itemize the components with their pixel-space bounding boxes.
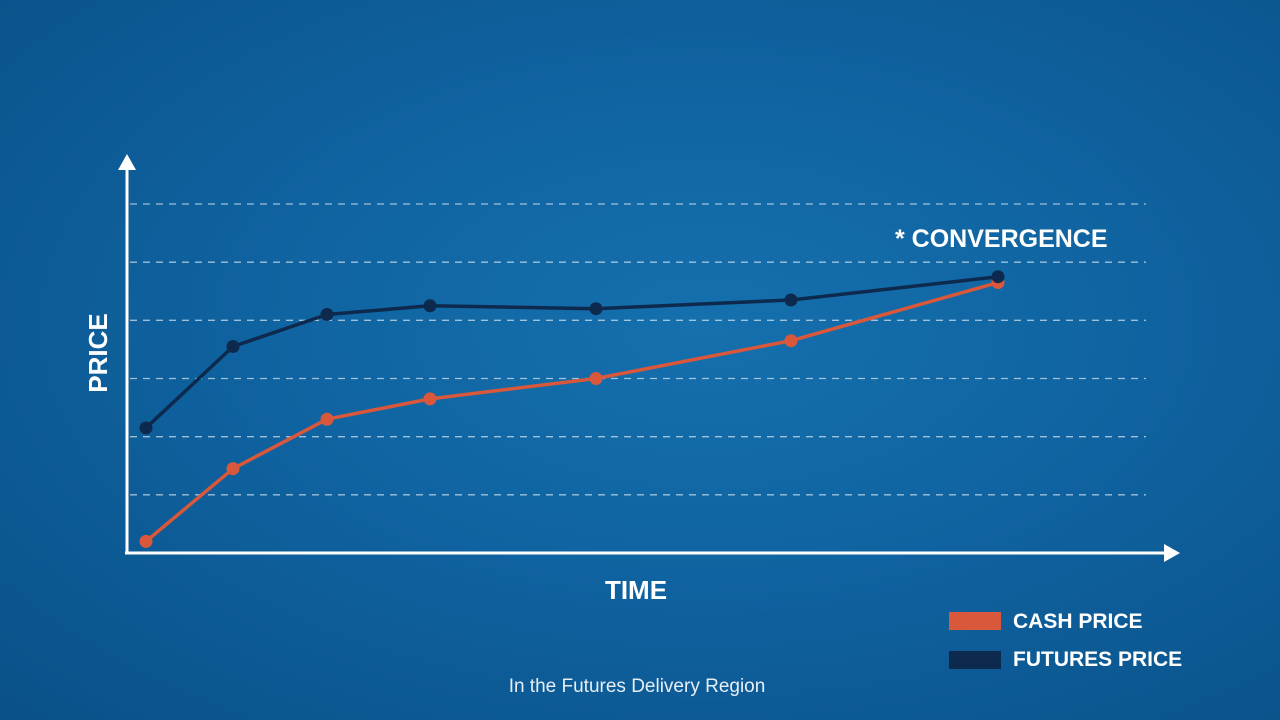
x-axis-arrow — [1164, 544, 1180, 562]
data-point-cash-price — [226, 462, 240, 476]
convergence-annotation: * CONVERGENCE — [895, 225, 1108, 253]
grid-lines — [130, 203, 1146, 496]
legend-swatch-cash-price — [949, 612, 1001, 630]
x-axis-label: TIME — [605, 575, 667, 605]
data-point-cash-price — [589, 372, 603, 385]
data-point-futures-price — [423, 299, 437, 313]
data-point-cash-price — [139, 534, 153, 548]
legend-label-futures-price: FUTURES PRICE — [1013, 648, 1182, 671]
data-point-cash-price — [423, 392, 437, 406]
axes — [118, 154, 1180, 562]
series-line-cash-price — [144, 280, 999, 543]
data-point-futures-price — [784, 293, 798, 307]
data-point-futures-price — [991, 270, 1005, 284]
chart-caption: In the Futures Delivery Region — [509, 676, 766, 697]
data-point-futures-price — [589, 302, 603, 316]
data-point-cash-price — [784, 334, 798, 348]
legend-swatch-futures-price — [949, 651, 1001, 669]
data-point-cash-price — [320, 412, 334, 426]
y-axis-arrow — [118, 154, 136, 170]
legend-label-cash-price: CASH PRICE — [1013, 610, 1143, 633]
series-layer — [139, 270, 1005, 548]
data-point-futures-price — [139, 421, 153, 435]
data-point-futures-price — [226, 340, 240, 354]
legend: CASH PRICE FUTURES PRICE — [949, 610, 1182, 671]
data-point-futures-price — [320, 308, 334, 322]
y-axis-label: PRICE — [83, 313, 113, 392]
series-line-futures-price — [144, 274, 999, 430]
